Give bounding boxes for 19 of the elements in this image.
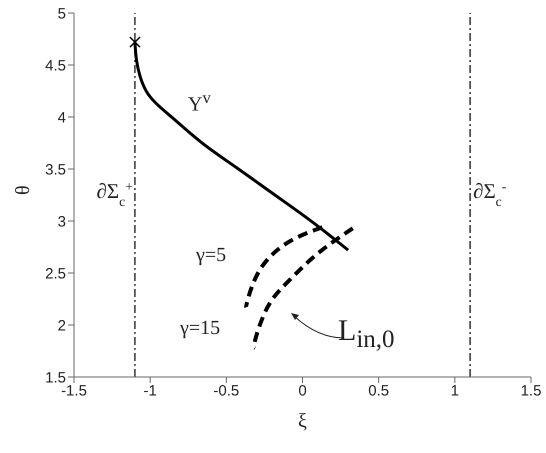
y-tick-label: 3.5 <box>45 161 66 178</box>
x-tick-label: 0 <box>298 382 307 400</box>
y-axis-title: θ <box>12 185 34 195</box>
y-tick-label: 5 <box>58 5 66 22</box>
x-tick-label: -0.5 <box>213 382 240 400</box>
y-tick-label: 2.5 <box>45 265 66 282</box>
x-axis-title: ξ <box>298 410 308 432</box>
y-tick-label: 3 <box>58 213 66 230</box>
annotation: L$_{in,0}$ <box>338 314 395 353</box>
annotation: γ=5 <box>196 244 226 266</box>
annotation: γ=15 <box>180 317 220 339</box>
x-tick-label: 1.5 <box>520 382 542 400</box>
y-tick-label: 4.5 <box>45 57 66 74</box>
y-tick-label: 2 <box>58 317 66 334</box>
x-tick-label: 0.5 <box>368 382 390 400</box>
annotation: Υ$^{v}$ <box>188 88 211 116</box>
x-tick-label: -1 <box>143 382 157 400</box>
x-tick-label: 1 <box>450 382 460 400</box>
y-tick-label: 4 <box>58 109 66 126</box>
